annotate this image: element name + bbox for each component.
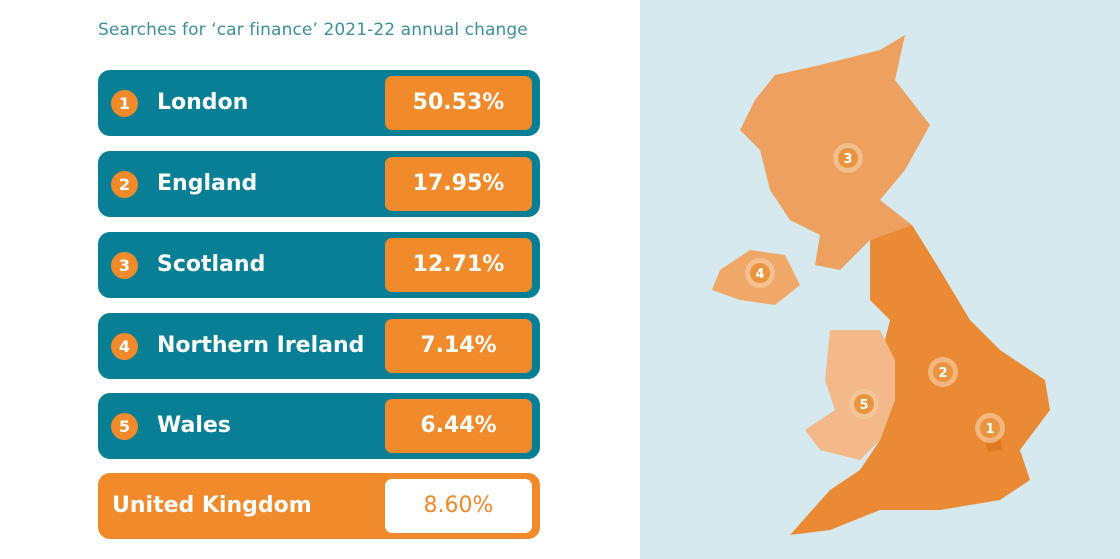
svg-text:5: 5 <box>859 398 868 413</box>
region-label: England <box>157 171 258 196</box>
value-label: 6.44% <box>385 399 532 453</box>
value-label: 17.95% <box>385 157 532 211</box>
value-label: 8.60% <box>385 479 532 533</box>
region-label: United Kingdom <box>112 493 312 518</box>
total-row-united-kingdom: United Kingdom 8.60% <box>98 473 540 539</box>
rank-row-scotland: 3 Scotland 12.71% <box>98 232 540 298</box>
rank-badge: 3 <box>111 252 138 279</box>
value-label: 50.53% <box>385 76 532 130</box>
map-region-england <box>790 225 1050 535</box>
svg-text:4: 4 <box>755 267 764 282</box>
rank-row-northern-ireland: 4 Northern Ireland 7.14% <box>98 313 540 379</box>
rank-row-england: 2 England 17.95% <box>98 151 540 217</box>
region-label: Northern Ireland <box>157 333 365 358</box>
rank-row-london: 1 London 50.53% <box>98 70 540 136</box>
map-marker-2: 2 <box>928 357 958 387</box>
rank-badge: 4 <box>111 333 138 360</box>
rank-badge: 5 <box>111 413 138 440</box>
map-marker-1: 1 <box>975 413 1005 443</box>
value-label: 12.71% <box>385 238 532 292</box>
region-label: Wales <box>157 413 231 438</box>
region-label: London <box>157 90 249 115</box>
map-marker-4: 4 <box>745 258 775 288</box>
map-marker-3: 3 <box>833 143 863 173</box>
map-region-wales <box>805 330 895 460</box>
chart-title: Searches for ‘car finance’ 2021-22 annua… <box>98 20 528 40</box>
svg-text:1: 1 <box>985 422 994 437</box>
rank-badge: 1 <box>111 90 138 117</box>
value-label: 7.14% <box>385 319 532 373</box>
svg-text:3: 3 <box>843 152 852 167</box>
svg-text:2: 2 <box>938 366 947 381</box>
region-label: Scotland <box>157 252 266 277</box>
rank-badge: 2 <box>111 171 138 198</box>
rank-row-wales: 5 Wales 6.44% <box>98 393 540 459</box>
map-marker-5: 5 <box>849 389 879 419</box>
